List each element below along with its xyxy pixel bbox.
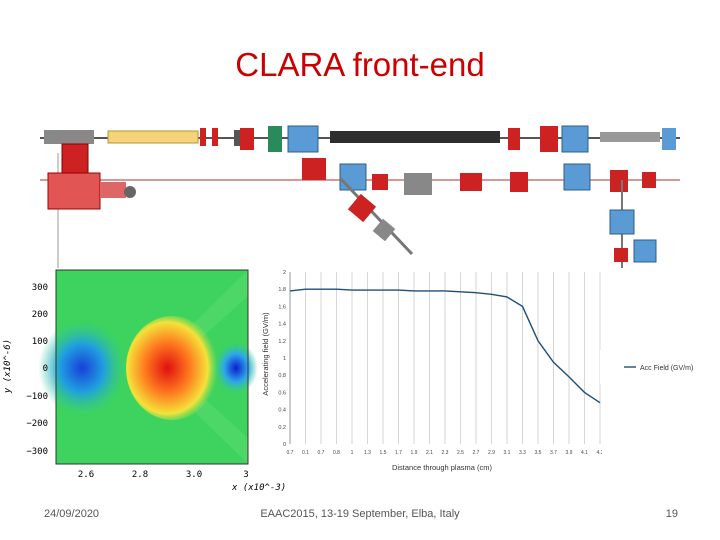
chart-legend: Acc Field (GV/m) xyxy=(600,350,712,384)
chart-x-tick: 2.3 xyxy=(442,450,449,456)
heatmap-x-label: x (x10^-3) xyxy=(231,483,286,493)
chart-x-tick: 2.7 xyxy=(473,450,480,456)
chart-y-tick: 1.4 xyxy=(278,322,286,328)
chart-x-label: Distance through plasma (cm) xyxy=(392,463,493,472)
heatmap-y-tick: −100 xyxy=(26,392,48,402)
acc-field-series-line xyxy=(289,288,601,404)
page-number: 19 xyxy=(665,508,678,520)
chart-y-tick: 0.2 xyxy=(278,425,286,431)
legend-label: Acc Field (GV/m) xyxy=(640,365,693,372)
chart-x-tick: 3.3 xyxy=(519,450,526,456)
chart-x-tick: 3.7 xyxy=(550,450,557,456)
heatmap-y-label: y (x10^-6) xyxy=(3,339,13,394)
chart-y-tick: 0.6 xyxy=(278,390,286,396)
heatmap-x-tick: 3.0 xyxy=(186,470,202,480)
chart-y-label: Accelerating field (GV/m) xyxy=(262,312,270,396)
chart-x-tick: 3.9 xyxy=(566,450,573,456)
chart-x-tick: 0.8 xyxy=(333,450,340,456)
chart-x-tick: 2.5 xyxy=(457,450,464,456)
chart-x-tick: 1 xyxy=(351,450,354,456)
wakefield-heatmap: 300 200 100 0 −100 −200 −300 2.6 2.8 3.0… xyxy=(3,269,286,493)
chart-x-tick: 3.5 xyxy=(535,450,542,456)
chart-y-tick: 0 xyxy=(283,442,286,448)
chart-x-tick: 4.3 xyxy=(597,450,602,456)
heatmap-y-tick: 200 xyxy=(32,310,48,320)
chart-x-tick: 2.9 xyxy=(488,450,495,456)
chart-x-tick: 4.1 xyxy=(581,450,588,456)
heatmap-y-tick: −200 xyxy=(26,419,48,429)
chart-x-tick: 1.3 xyxy=(364,450,371,456)
chart-x-tick: 0.7 xyxy=(287,450,294,456)
chart-y-tick: 1.8 xyxy=(278,287,286,293)
chart-y-tick: 1.2 xyxy=(278,339,286,345)
heatmap-x-tick: 3 xyxy=(243,470,248,480)
chart-x-tick: 0.7 xyxy=(318,450,325,456)
chart-y-tick: 2 xyxy=(283,270,286,276)
chart-x-tick: 1.9 xyxy=(411,450,418,456)
accelerating-field-chart: 0 0.2 0.4 0.6 0.8 1 1.2 1.4 1.6 1.8 2 0.7 0.1 0.7 0.8… xyxy=(262,264,602,474)
heatmap-y-tick: 0 xyxy=(43,364,48,374)
footer-date: 24/09/2020 xyxy=(44,508,100,520)
chart-y-tick: 1.6 xyxy=(278,304,286,310)
footer-conference: EAAC2015, 13-19 September, Elba, Italy xyxy=(260,508,460,520)
chart-y-tick: 0.8 xyxy=(278,373,286,379)
heatmap-x-tick: 2.8 xyxy=(132,470,148,480)
chart-y-tick: 1 xyxy=(283,356,286,362)
chart-x-tick: 3.1 xyxy=(504,450,511,456)
heatmap-x-tick: 2.6 xyxy=(78,470,94,480)
heatmap-y-tick: −300 xyxy=(26,447,48,457)
chart-y-tick: 0.4 xyxy=(278,408,286,414)
chart-x-tick: 1.5 xyxy=(380,450,387,456)
chart-x-tick: 0.1 xyxy=(302,450,309,456)
heatmap-y-tick: 100 xyxy=(32,337,48,347)
chart-x-tick: 1.7 xyxy=(395,450,402,456)
slide-title: CLARA front-end xyxy=(235,46,485,83)
chart-x-tick: 2.1 xyxy=(426,450,433,456)
beamline-schematic xyxy=(40,125,680,268)
heatmap-y-tick: 300 xyxy=(32,283,48,293)
